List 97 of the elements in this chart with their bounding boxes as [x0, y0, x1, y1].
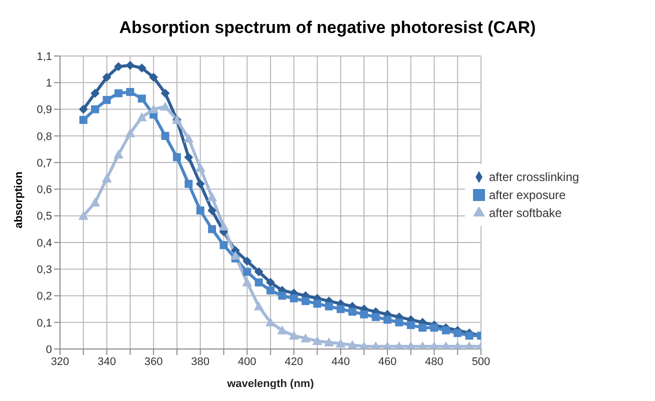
point — [430, 324, 438, 332]
point — [208, 225, 216, 234]
legend-label: after crosslinking — [489, 170, 580, 184]
point — [78, 104, 88, 114]
point — [324, 302, 333, 310]
point — [336, 305, 345, 314]
x-tick-label: 420 — [284, 356, 304, 368]
point — [324, 337, 334, 346]
y-tick-label: 0,8 — [36, 130, 52, 143]
point — [161, 132, 170, 140]
point — [184, 152, 194, 162]
point — [195, 162, 206, 172]
x-tick-label: 460 — [378, 356, 397, 368]
point — [102, 96, 111, 104]
x-tick-label: 400 — [238, 356, 256, 368]
x-tick-label: 380 — [191, 356, 210, 368]
point — [242, 277, 252, 286]
y-axis-title: absorption — [13, 172, 25, 228]
point — [102, 72, 112, 82]
x-tick-label: 500 — [472, 356, 490, 368]
point — [266, 317, 276, 326]
point — [208, 206, 217, 215]
point — [360, 310, 368, 318]
point — [126, 60, 135, 70]
point — [254, 301, 264, 310]
legend-label: after softbake — [489, 206, 562, 220]
point — [347, 340, 358, 349]
point — [160, 102, 170, 111]
y-tick-label: 0 — [46, 344, 52, 356]
point — [312, 336, 322, 346]
x-axis-title: wavelength (nm) — [226, 378, 314, 390]
point — [442, 326, 450, 334]
y-tick-label: 1 — [46, 78, 52, 90]
point — [313, 300, 322, 308]
point — [336, 338, 346, 348]
y-tick-label: 0,6 — [36, 184, 52, 196]
point — [254, 278, 263, 286]
point — [288, 330, 299, 340]
x-tick-label: 320 — [50, 356, 70, 368]
point — [136, 112, 147, 122]
y-tick-label: 0,2 — [36, 290, 52, 303]
y-tick-label: 0,1 — [36, 317, 52, 330]
point — [91, 105, 100, 114]
point — [290, 294, 298, 302]
point — [126, 88, 134, 96]
point — [300, 333, 311, 342]
point — [90, 198, 100, 206]
y-tick-label: 1,1 — [36, 50, 52, 63]
point — [114, 89, 122, 98]
point — [230, 250, 240, 260]
chart-title: Absorption spectrum of negative photoresist (CAR) — [118, 18, 537, 39]
x-tick-label: 360 — [144, 356, 163, 368]
point — [172, 153, 181, 162]
point — [125, 128, 136, 138]
point — [243, 268, 252, 276]
point — [160, 88, 170, 98]
point — [78, 210, 88, 220]
y-tick-label: 0,4 — [36, 237, 52, 250]
y-tick-label: 0,7 — [36, 157, 52, 170]
point — [454, 329, 462, 338]
point — [196, 206, 204, 214]
point — [266, 286, 274, 294]
point — [218, 221, 229, 230]
point — [220, 241, 228, 250]
point — [278, 292, 286, 300]
point — [465, 332, 474, 340]
point — [90, 88, 100, 98]
point — [138, 94, 146, 103]
point — [277, 325, 288, 334]
y-tick-label: 0,3 — [36, 264, 52, 276]
point — [207, 192, 218, 202]
point — [79, 116, 88, 124]
point — [383, 316, 392, 324]
point — [196, 179, 205, 188]
x-tick-label: 480 — [425, 356, 444, 368]
point — [395, 318, 404, 326]
point — [266, 278, 275, 287]
point — [418, 324, 427, 332]
point — [149, 72, 158, 82]
point — [184, 134, 194, 143]
point — [254, 267, 264, 276]
point — [184, 180, 193, 188]
point — [406, 321, 415, 330]
x-tick-label: 340 — [98, 356, 116, 368]
point — [148, 104, 159, 114]
point — [242, 256, 252, 266]
point — [113, 150, 124, 159]
x-tick-label: 440 — [331, 356, 350, 368]
legend-label: after exposure — [489, 188, 566, 202]
point — [137, 63, 146, 72]
point — [114, 62, 123, 72]
point — [102, 174, 112, 183]
y-tick-label: 0,9 — [36, 104, 52, 116]
y-tick-label: 0,5 — [36, 210, 52, 223]
point — [372, 313, 380, 322]
point — [348, 308, 356, 316]
point — [302, 297, 310, 306]
